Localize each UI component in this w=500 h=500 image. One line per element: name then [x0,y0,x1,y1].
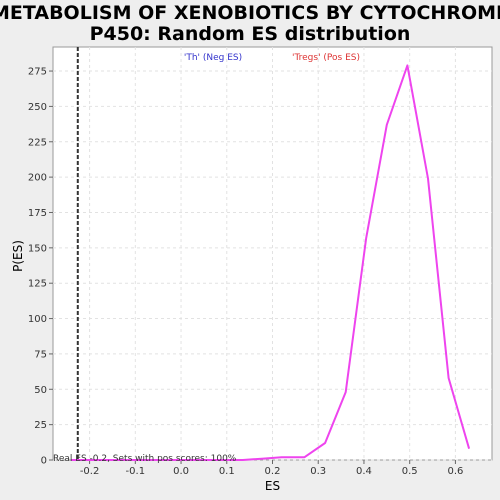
x-tick-label: 0.0 [173,466,189,477]
footnote: Real ES -0.2, Sets with pos scores: 100% [53,454,237,464]
y-tick-label: 0 [41,456,47,467]
x-tick-label: 0.1 [219,466,235,477]
y-tick-label: 150 [28,243,47,254]
y-axis: 0 25 50 75 100 125 150 175 200 225 250 275 [28,67,53,467]
legend-item: 'Th' (Neg ES) [184,53,242,63]
x-tick-label: 0.4 [356,466,372,477]
x-axis: -0.2 -0.1 0.0 0.1 0.2 0.3 0.4 0.5 0.6 [80,460,463,477]
chart-title-line: P450: Random ES distribution [90,23,411,45]
x-tick-label: 0.6 [447,466,463,477]
y-tick-label: 250 [28,102,47,113]
series-lines [71,64,471,461]
y-tick-label: 175 [28,208,47,219]
chart-title: METABOLISM OF XENOBIOTICS BY CYTOCHROMEP… [0,2,500,45]
footnote-text: Real ES -0.2, Sets with pos scores: 100% [53,454,237,464]
y-tick-label: 125 [28,279,47,290]
x-tick-label: 0.3 [310,466,326,477]
y-axis-label: P(ES) [11,240,25,272]
y-tick-label: 50 [34,385,47,396]
x-tick-label: 0.5 [402,466,418,477]
es-distribution-line [71,64,471,461]
x-tick-label: 0.2 [265,466,281,477]
legend: 'Th' (Neg ES) 'Tregs' (Pos ES) [184,53,360,63]
y-tick-label: 225 [28,137,47,148]
y-tick-label: 100 [28,314,47,325]
x-tick-label: -0.2 [80,466,100,477]
y-tick-label: 25 [34,420,47,431]
chart-title-line: METABOLISM OF XENOBIOTICS BY CYTOCHROME [0,2,500,24]
x-axis-label: ES [265,479,280,493]
legend-item: 'Tregs' (Pos ES) [292,53,360,63]
y-tick-label: 275 [28,67,47,78]
x-tick-label: -0.1 [126,466,146,477]
y-tick-label: 200 [28,173,47,184]
y-tick-label: 75 [34,349,47,360]
